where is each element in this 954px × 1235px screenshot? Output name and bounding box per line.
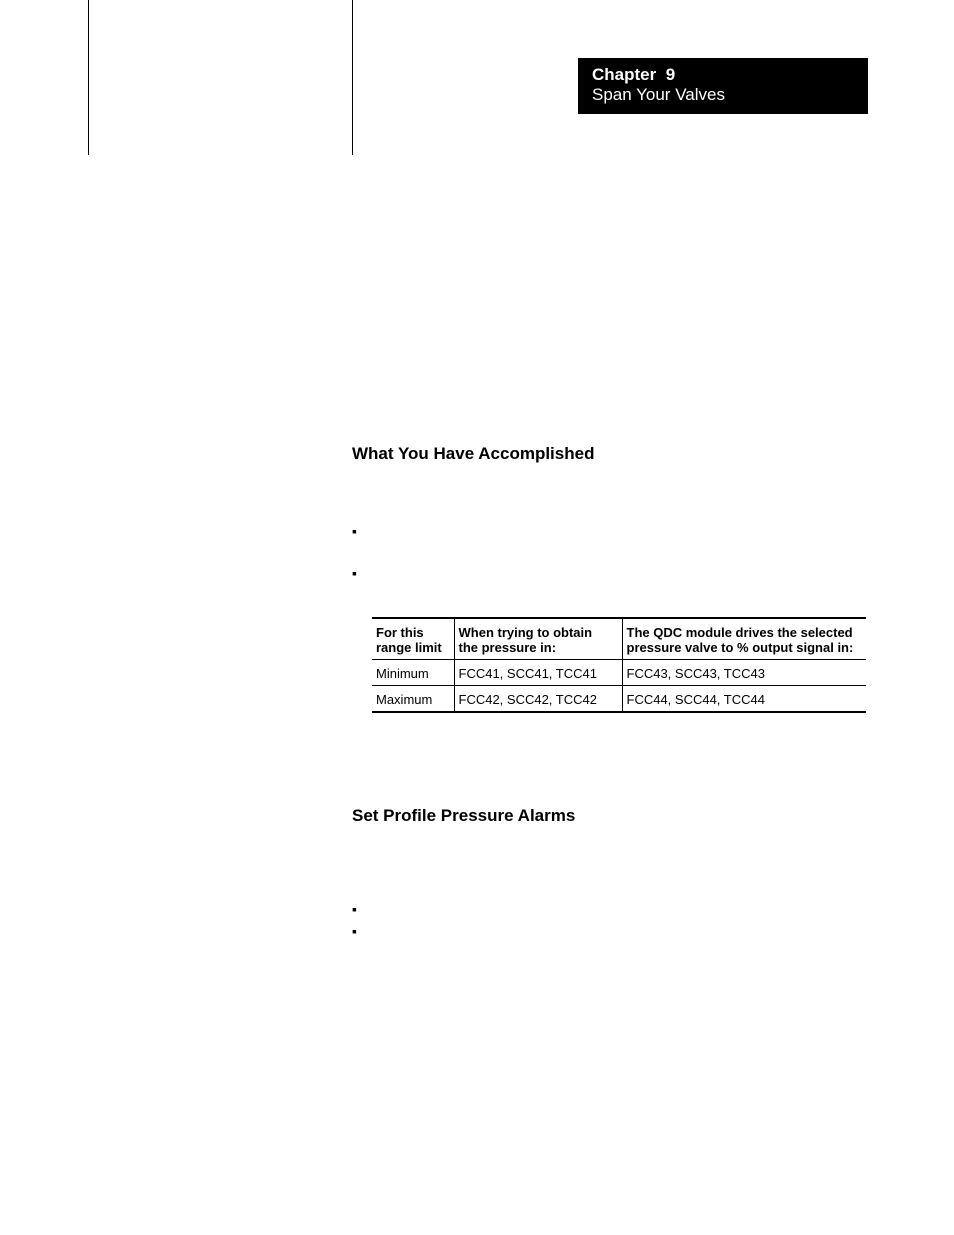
- chapter-label: Chapter: [592, 65, 656, 84]
- bullet-marker: ▪: [352, 566, 357, 580]
- table-cell: FCC44, SCC44, TCC44: [622, 686, 866, 713]
- table-cell: FCC41, SCC41, TCC41: [454, 660, 622, 686]
- table-cell: Maximum: [372, 686, 454, 713]
- table-cell: FCC43, SCC43, TCC43: [622, 660, 866, 686]
- table-header-row: For this range limit When trying to obta…: [372, 618, 866, 660]
- header-line: the pressure in:: [459, 640, 557, 655]
- header-line: The QDC module drives the selected: [627, 625, 853, 640]
- chapter-number: 9: [666, 65, 675, 84]
- table-cell: FCC42, SCC42, TCC42: [454, 686, 622, 713]
- page: Chapter 9 Span Your Valves What You Have…: [0, 0, 954, 1235]
- bullet-marker: ▪: [352, 524, 357, 538]
- chapter-title-line: Chapter 9: [592, 65, 868, 85]
- bullet-marker: ▪: [352, 924, 357, 938]
- left-margin-rule: [88, 0, 89, 155]
- table-col-header: When trying to obtain the pressure in:: [454, 618, 622, 660]
- range-limit-table: For this range limit When trying to obta…: [372, 617, 866, 713]
- bullet-marker: ▪: [352, 902, 357, 916]
- chapter-header: Chapter 9 Span Your Valves: [578, 58, 868, 114]
- header-line: range limit: [376, 640, 442, 655]
- section-heading-accomplished: What You Have Accomplished: [352, 444, 594, 464]
- section-heading-alarms: Set Profile Pressure Alarms: [352, 806, 575, 826]
- table-row: Minimum FCC41, SCC41, TCC41 FCC43, SCC43…: [372, 660, 866, 686]
- table-row: Maximum FCC42, SCC42, TCC42 FCC44, SCC44…: [372, 686, 866, 713]
- header-vertical-rule: [352, 0, 353, 155]
- table-col-header: For this range limit: [372, 618, 454, 660]
- header-line: pressure valve to % output signal in:: [627, 640, 854, 655]
- table-cell: Minimum: [372, 660, 454, 686]
- table-col-header: The QDC module drives the selected press…: [622, 618, 866, 660]
- header-line: When trying to obtain: [459, 625, 593, 640]
- chapter-subtitle: Span Your Valves: [592, 85, 868, 105]
- header-line: For this: [376, 625, 424, 640]
